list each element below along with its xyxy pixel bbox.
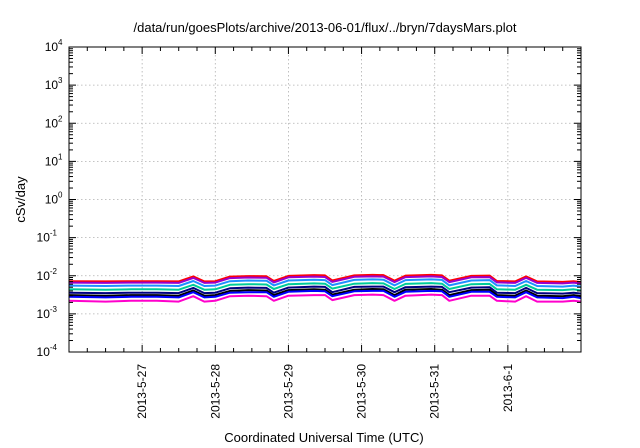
series-layer: [68, 273, 582, 303]
y-tick-label: 10-2: [37, 267, 58, 283]
series-line-5: [68, 285, 582, 295]
ticks: [69, 46, 581, 353]
series-line-6: [68, 288, 582, 298]
y-tick-label: 103: [45, 76, 63, 92]
y-tick-label: 104: [45, 38, 63, 54]
y-tick-labels: 104 103 102 101 100 10-1 10-2 10-3 10-4: [37, 38, 64, 359]
x-tick-label: 2013-5-28: [208, 364, 222, 419]
series-line-3: [68, 278, 582, 288]
x-tick-labels: 2013-5-27 2013-5-28 2013-5-29 2013-5-30 2013…: [135, 364, 515, 419]
x-tick-label: 2013-5-30: [355, 364, 369, 419]
y-tick-label: 100: [45, 191, 63, 207]
grid: [69, 47, 581, 352]
x-tick-label: 2013-5-27: [135, 364, 149, 419]
chart-title: /data/run/goesPlots/archive/2013-06-01/f…: [134, 20, 517, 35]
x-tick-label: 2013-5-29: [281, 364, 295, 419]
series-line-4: [68, 282, 582, 292]
series-line-7: [68, 289, 582, 300]
y-axis-label: cSv/day: [13, 176, 28, 223]
x-tick-label: 2013-5-31: [428, 364, 442, 419]
x-axis-label: Coordinated Universal Time (UTC): [224, 430, 423, 445]
y-tick-label: 101: [45, 152, 63, 168]
y-tick-label: 10-4: [37, 343, 58, 359]
y-tick-label: 10-3: [37, 305, 58, 321]
series-line-1: [68, 273, 582, 284]
y-tick-label: 102: [45, 114, 63, 130]
series-line-2: [68, 275, 582, 285]
x-tick-label: 2013-6-1: [501, 364, 515, 412]
y-tick-label: 10-1: [37, 229, 58, 245]
series-line-8: [68, 293, 582, 303]
